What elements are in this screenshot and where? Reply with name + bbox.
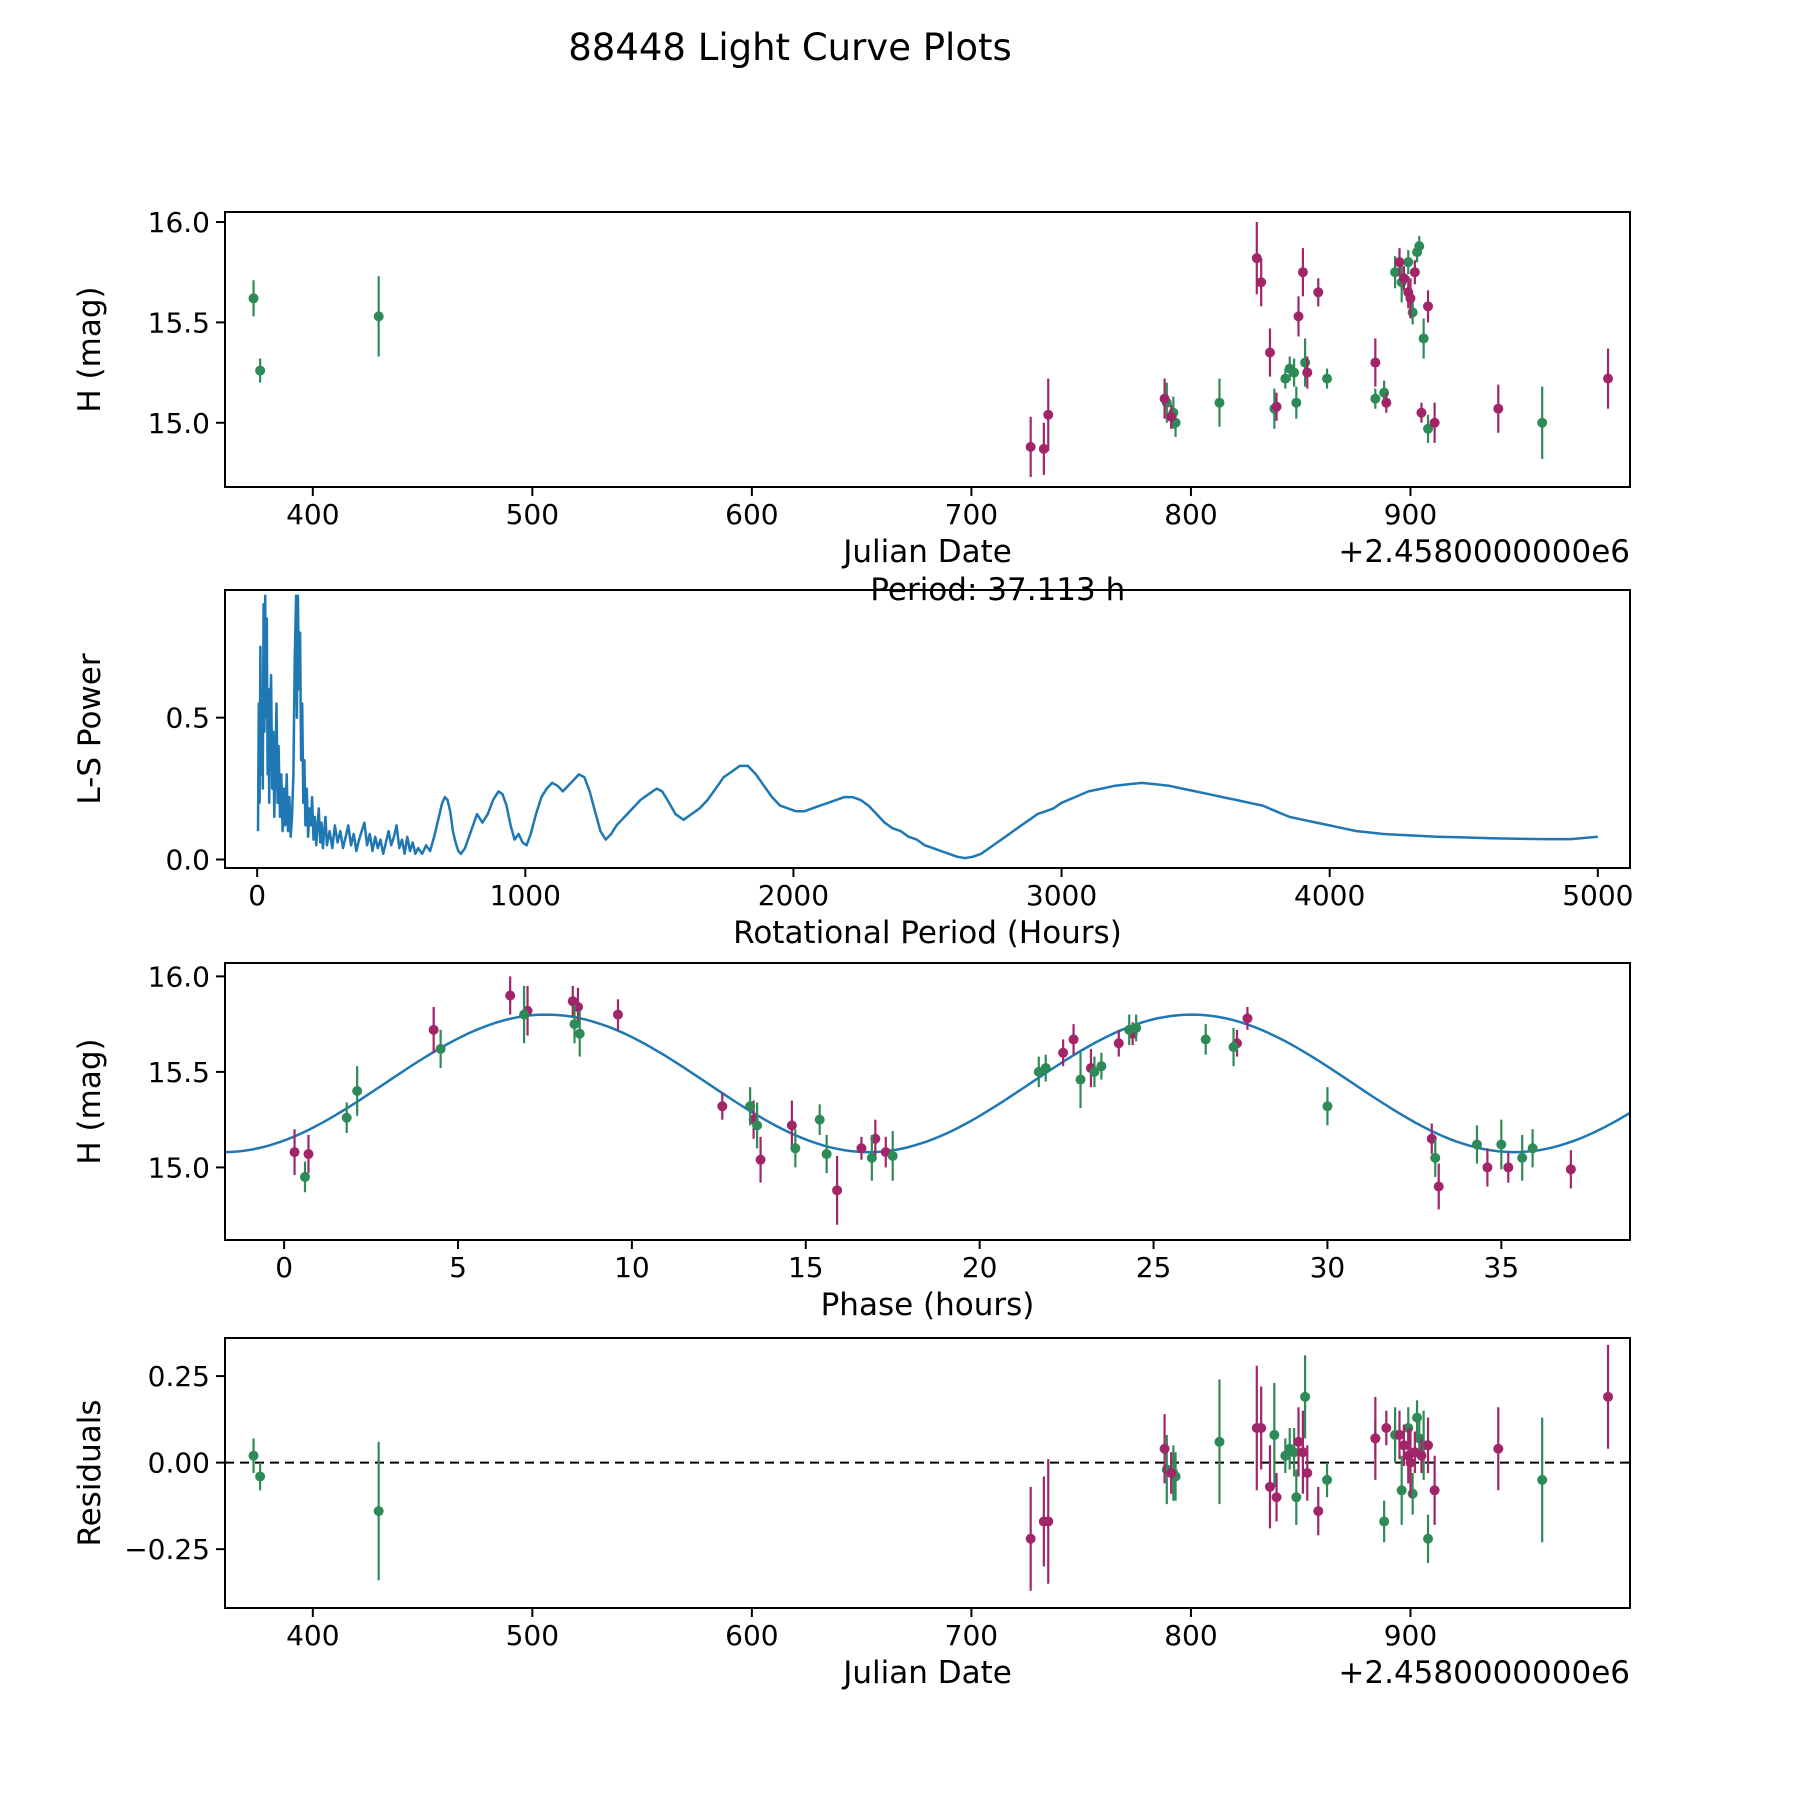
jd_lightcurve-series [248, 222, 1614, 477]
period-annotation: Period: 37.113 h [870, 572, 1125, 608]
x-axis-label: Rotational Period (Hours) [733, 915, 1122, 951]
y-tick-label: 15.0 [148, 1151, 210, 1184]
purple-residuals [1025, 1344, 1614, 1591]
x-tick-label: 500 [506, 1619, 559, 1652]
x-tick-label: 800 [1164, 1619, 1217, 1652]
axes-frame [224, 589, 1631, 869]
green-residuals [248, 1355, 1548, 1581]
axes-frame [224, 211, 1631, 488]
x-tick-label: 10 [614, 1251, 650, 1284]
y-tick-label: 0.5 [165, 702, 210, 735]
x-tick-label: 35 [1484, 1251, 1520, 1284]
phase-curve-panel: 0 5 10 15 20 25 30 35 16.0 15.5 15.0 Phase (hours) H… [72, 960, 1631, 1323]
x-tick-label: 4000 [1294, 879, 1365, 912]
x-tick-label: 600 [725, 1619, 778, 1652]
x-tick-label: 500 [506, 498, 559, 531]
x-tick-label: 700 [945, 1619, 998, 1652]
periodogram-series [256, 594, 1598, 860]
residuals-panel: 400 500 600 700 800 900 0.25 0.00 −0.25 Julian Da… [72, 1337, 1631, 1691]
x-tick-label: 800 [1164, 498, 1217, 531]
x-tick-label: 20 [962, 1251, 998, 1284]
x-tick-label: 0 [275, 1251, 293, 1284]
y-tick-label: −0.25 [124, 1533, 210, 1566]
x-tick-label: 30 [1310, 1251, 1346, 1284]
y-axis-label: H (mag) [72, 1038, 108, 1164]
y-tick-label: 0.00 [148, 1447, 210, 1480]
green-phase [299, 985, 1538, 1193]
x-tick-label: 400 [286, 498, 339, 531]
ls-power [256, 594, 1598, 860]
x-axis-offset-text: +2.4580000000e6 [1338, 1655, 1630, 1691]
x-axis-label: Phase (hours) [821, 1287, 1035, 1323]
jd-lightcurve-panel: 400 500 600 700 800 900 16.0 15.5 15.0 Julian Dat… [72, 206, 1631, 570]
x-tick-label: 15 [788, 1251, 824, 1284]
green-obs [248, 236, 1548, 459]
y-tick-label: 15.5 [148, 306, 210, 339]
y-tick-label: 16.0 [148, 206, 210, 239]
x-tick-label: 1000 [490, 879, 561, 912]
x-tick-label: 5 [449, 1251, 467, 1284]
figure-title: 88448 Light Curve Plots [568, 26, 1012, 69]
x-axis-offset-text: +2.4580000000e6 [1338, 534, 1630, 570]
x-tick-label: 700 [945, 498, 998, 531]
x-axis-label: Julian Date [841, 534, 1012, 570]
x-tick-label: 0 [248, 879, 266, 912]
axes-frame [224, 1337, 1631, 1609]
x-tick-label: 25 [1136, 1251, 1172, 1284]
residuals-series [225, 1344, 1630, 1591]
x-tick-label: 900 [1384, 498, 1437, 531]
y-tick-label: 16.0 [148, 960, 210, 993]
x-tick-label: 3000 [1026, 879, 1097, 912]
periodogram-panel: 0 1000 2000 3000 4000 5000 0.0 0.5 Rotational Pe… [72, 572, 1633, 951]
x-tick-label: 900 [1384, 1619, 1437, 1652]
y-axis-label: H (mag) [72, 286, 108, 412]
purple-phase [289, 976, 1576, 1225]
axes-frame [224, 962, 1631, 1241]
y-tick-label: 15.5 [148, 1056, 210, 1089]
y-tick-label: 15.0 [148, 407, 210, 440]
x-axis-label: Julian Date [841, 1655, 1012, 1691]
x-tick-label: 400 [286, 1619, 339, 1652]
y-axis-label: L-S Power [72, 653, 108, 804]
purple-obs [1025, 222, 1614, 477]
x-tick-label: 5000 [1562, 879, 1633, 912]
y-tick-label: 0.0 [165, 843, 210, 876]
x-tick-label: 600 [725, 498, 778, 531]
y-tick-label: 0.25 [148, 1360, 210, 1393]
sine-fit-curve [225, 1013, 1630, 1154]
y-axis-label: Residuals [72, 1399, 108, 1546]
x-tick-label: 2000 [758, 879, 829, 912]
phase_curve-series [225, 976, 1630, 1225]
